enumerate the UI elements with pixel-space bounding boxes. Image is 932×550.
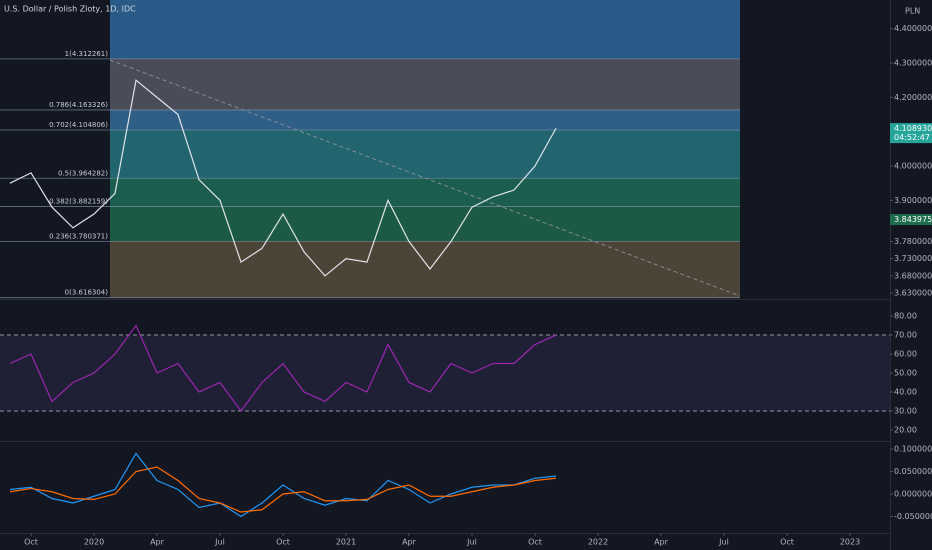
- y-tick-label: 0.100000: [894, 444, 932, 453]
- data-line: [9, 324, 557, 412]
- fib-band: [110, 0, 740, 59]
- price-tag-label: 4.108930: [894, 124, 932, 133]
- fib-band: [110, 178, 740, 207]
- y-tick-label: 3.730000: [894, 254, 932, 263]
- y-tick-label: 3.630000: [894, 288, 932, 297]
- x-tick-label: 2022: [588, 538, 608, 547]
- y-tick-label: 4.400000: [894, 24, 932, 33]
- x-tick-label: Oct: [780, 538, 794, 547]
- x-tick-label: Oct: [528, 538, 542, 547]
- countdown: 04:52:47: [894, 133, 930, 142]
- y-tick-label: 4.000000: [894, 162, 932, 171]
- plot-layer: 1(4.312261) 0.786(4.163326) 0.702(4.104806…: [0, 0, 890, 518]
- fib-label: 0.786(4.163326): [49, 101, 108, 109]
- x-tick-label: Oct: [24, 538, 38, 547]
- fib-label: 0.382(3.882159): [49, 197, 108, 205]
- fib-label: 0.5(3.964282): [58, 169, 108, 177]
- price-tag-label: 3.843975: [894, 215, 932, 224]
- x-tick-label: 2023: [840, 538, 860, 547]
- currency: PLN: [905, 7, 920, 16]
- x-tick-label: Jul: [466, 538, 477, 547]
- y-tick-label: -0.050000: [894, 512, 932, 521]
- x-tick-label: Apr: [654, 538, 669, 547]
- x-tick-label: Jul: [718, 538, 729, 547]
- y-tick-label: 3.680000: [894, 271, 932, 280]
- x-tick-label: 2021: [336, 538, 356, 547]
- fib-band: [110, 241, 740, 298]
- y-tick-label: 3.780000: [894, 237, 932, 246]
- data-line: [9, 466, 557, 513]
- y-tick-label: 70.00: [894, 331, 917, 340]
- y-tick-label: 4.300000: [894, 59, 932, 68]
- x-tick-label: Jul: [214, 538, 225, 547]
- y-tick-label: 20.00: [894, 425, 917, 434]
- y-tick-label: 80.00: [894, 312, 917, 321]
- price-tag: [890, 214, 932, 226]
- y-tick-label: 0.000000: [894, 489, 932, 498]
- price-tag: [890, 123, 932, 144]
- fib-label: 0.702(4.104806): [49, 121, 108, 129]
- x-tick-label: 2020: [84, 538, 104, 547]
- rsi-band: [0, 335, 890, 411]
- y-tick-label: 4.200000: [894, 93, 932, 102]
- fib-label: 0(3.616304): [65, 289, 109, 297]
- fib-band: [110, 58, 740, 110]
- y-tick-label: 3.900000: [894, 196, 932, 205]
- trend-line: [109, 59, 741, 297]
- y-tick-label: 30.00: [894, 406, 917, 415]
- fib-band: [110, 130, 740, 179]
- data-line: [9, 452, 557, 518]
- y-tick-label: 40.00: [894, 387, 917, 396]
- fib-band: [110, 109, 740, 131]
- data-line: [9, 79, 557, 277]
- x-tick-label: Oct: [276, 538, 290, 547]
- fib-label: 0.236(3.780371): [49, 232, 108, 240]
- fib-band: [110, 206, 740, 242]
- chart-title: U.S. Dollar / Polish Zloty, 1D, IDC: [4, 5, 136, 14]
- x-tick-label: Apr: [150, 538, 165, 547]
- fib-label: 1(4.312261): [65, 50, 109, 58]
- x-tick-label: Apr: [402, 538, 417, 547]
- y-tick-label: 50.00: [894, 368, 917, 377]
- y-tick-label: 0.050000: [894, 467, 932, 476]
- y-tick-label: 60.00: [894, 350, 917, 359]
